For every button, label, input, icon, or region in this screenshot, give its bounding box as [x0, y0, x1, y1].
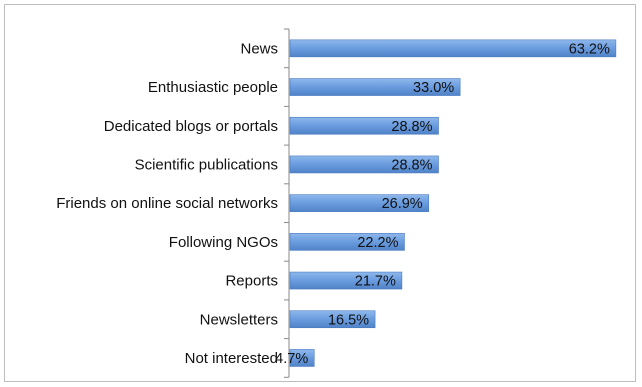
bar-chart: News Enthusiastic people Dedicated blogs o…: [56, 28, 617, 378]
category-label-dedicated-blogs-or-portals: Dedicated blogs or portals: [104, 118, 278, 135]
category-label-not-interested: Not interested: [185, 350, 278, 367]
value-label-not-interested: 4.7%: [275, 351, 308, 367]
category-axis-ticks: [284, 28, 289, 378]
category-label-scientific-publications: Scientific publications: [135, 156, 278, 173]
category-label-following-ngos: Following NGOs: [169, 234, 278, 251]
value-label-dedicated-blogs-or-portals: 28.8%: [391, 119, 432, 135]
value-label-reports: 21.7%: [355, 274, 396, 290]
bar-following-ngos: [289, 233, 405, 251]
category-label-reports: Reports: [225, 273, 278, 290]
value-label-following-ngos: 22.2%: [357, 235, 398, 251]
bar-news: [289, 39, 617, 58]
value-labels: 63.2% 33.0% 28.8% 28.8% 26.9% 22.2% 21.7% 16.5%…: [275, 41, 610, 367]
category-label-newsletters: Newsletters: [200, 311, 278, 328]
bar-enthusiastic-people: [289, 78, 461, 96]
bars-group: [289, 39, 617, 367]
value-label-newsletters: 16.5%: [328, 312, 369, 328]
value-label-news: 63.2%: [569, 41, 610, 57]
value-label-friends-on-online-social-networks: 26.9%: [382, 196, 423, 212]
bar-newsletters: [289, 310, 376, 329]
bar-not-interested: [289, 349, 315, 367]
category-labels: News Enthusiastic people Dedicated blogs o…: [56, 40, 278, 367]
bar-friends-on-online-social-networks: [289, 194, 430, 212]
bar-scientific-publications: [289, 155, 439, 174]
category-label-friends-on-online-social-networks: Friends on online social networks: [56, 195, 278, 212]
value-label-enthusiastic-people: 33.0%: [413, 80, 454, 96]
value-label-scientific-publications: 28.8%: [391, 157, 432, 173]
bar-dedicated-blogs-or-portals: [289, 116, 439, 135]
bar-reports: [289, 271, 403, 290]
category-label-enthusiastic-people: Enthusiastic people: [148, 79, 278, 96]
chart-frame: News Enthusiastic people Dedicated blogs o…: [4, 4, 636, 382]
category-label-news: News: [240, 40, 278, 57]
